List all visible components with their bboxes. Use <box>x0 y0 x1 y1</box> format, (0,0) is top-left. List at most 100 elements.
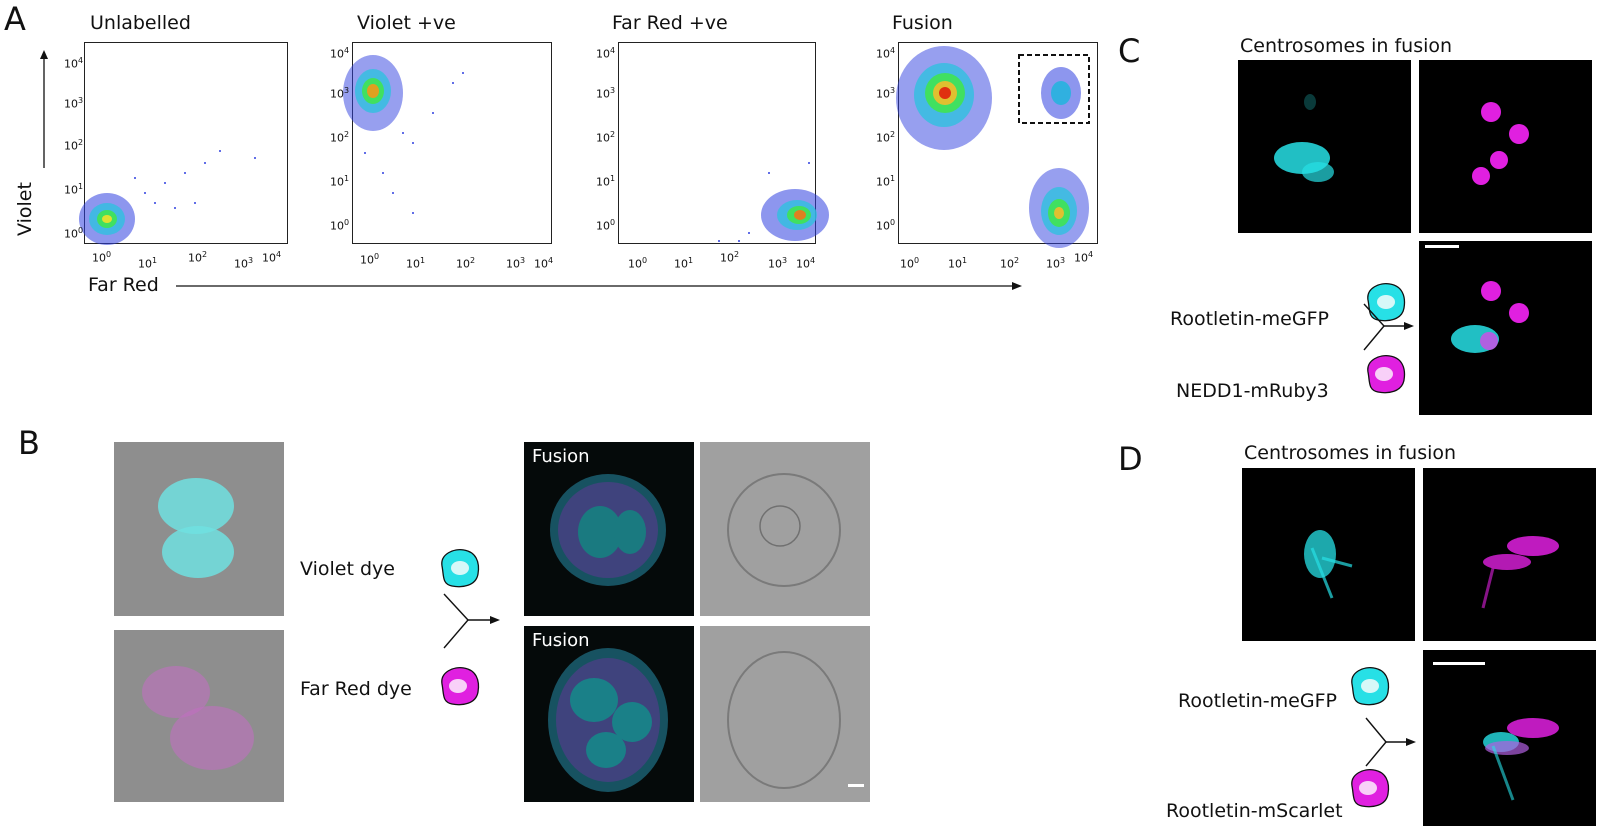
d-label-bottom: Rootletin-mScarlet <box>1166 800 1343 822</box>
panel-d-title: Centrosomes in fusion <box>1244 442 1457 464</box>
ytick-1: 101 <box>330 174 350 189</box>
flow-plot-violet <box>343 42 552 244</box>
xtick-3: 103 <box>1046 256 1066 271</box>
c-magenta-cell-icon <box>1367 354 1406 394</box>
ytick-4: 104 <box>876 46 896 61</box>
panel-label-a: A <box>4 0 26 38</box>
c-cyan-signal <box>1274 94 1334 182</box>
fusion-image-1: Fusion <box>524 442 694 616</box>
scatter-fusion <box>896 46 1090 248</box>
fusion-tag-2: Fusion <box>532 630 590 651</box>
ytick-2: 102 <box>596 130 616 145</box>
c-merge-image <box>1419 241 1592 415</box>
ytick-3: 103 <box>596 86 616 101</box>
violet-dye-label: Violet dye <box>300 558 395 580</box>
xtick-4: 104 <box>796 256 816 271</box>
xtick-1: 101 <box>406 256 426 271</box>
xtick-0: 100 <box>628 256 648 271</box>
fusion-bf-image-2 <box>700 626 870 802</box>
xtick-0: 100 <box>900 256 920 271</box>
violet-cells <box>158 478 234 578</box>
ytick-1: 101 <box>876 174 896 189</box>
plot-title-unlabelled: Unlabelled <box>90 12 191 34</box>
panel-label-d: D <box>1118 440 1143 478</box>
plot-title-farred: Far Red +ve <box>612 12 728 34</box>
bf-cell-2 <box>727 651 841 789</box>
xtick-0: 100 <box>360 252 380 267</box>
fusion-image-2: Fusion <box>524 626 694 802</box>
c-label-top: Rootletin-meGFP <box>1170 308 1329 330</box>
xtick-2: 102 <box>720 250 740 265</box>
violet-cell-image <box>114 442 284 616</box>
ytick-1: 101 <box>596 174 616 189</box>
xtick-3: 103 <box>234 256 254 271</box>
ytick-1: 101 <box>64 182 84 197</box>
ytick-0: 100 <box>330 218 350 233</box>
ytick-0: 100 <box>596 218 616 233</box>
ytick-2: 102 <box>330 130 350 145</box>
xtick-1: 101 <box>138 256 158 271</box>
d-merge-image <box>1423 650 1596 826</box>
xtick-2: 102 <box>1000 256 1020 271</box>
violet-axis-label: Violet <box>14 182 36 236</box>
ytick-3: 103 <box>876 86 896 101</box>
xtick-0: 100 <box>92 250 112 265</box>
scale-bar-b <box>848 784 864 787</box>
xtick-1: 101 <box>674 256 694 271</box>
ytick-3: 103 <box>330 86 350 101</box>
xtick-3: 103 <box>768 256 788 271</box>
ytick-2: 102 <box>876 130 896 145</box>
c-merge-signal <box>1451 281 1529 353</box>
panel-label-b: B <box>18 424 40 462</box>
c-merge-arrow <box>1363 303 1414 351</box>
fusion-tag-1: Fusion <box>532 446 590 467</box>
ytick-2: 102 <box>64 138 84 153</box>
d-merge-arrow <box>1365 717 1416 767</box>
c-cyan-image <box>1238 60 1411 233</box>
d-cyan-cell-icon <box>1351 666 1390 706</box>
xtick-4: 104 <box>1074 250 1094 265</box>
plot-title-fusion: Fusion <box>892 12 953 34</box>
flow-plot-farred <box>618 42 829 244</box>
scatter-violet <box>343 55 464 214</box>
ytick-0: 100 <box>64 226 84 241</box>
xtick-4: 104 <box>262 250 282 265</box>
ytick-4: 104 <box>330 46 350 61</box>
fusion-cell-2 <box>548 648 668 792</box>
d-magenta-signal <box>1481 536 1559 609</box>
cyan-cell-icon <box>441 548 480 588</box>
ytick-3: 103 <box>64 96 84 111</box>
flow-plot-fusion <box>896 42 1098 248</box>
d-label-top: Rootletin-meGFP <box>1178 690 1337 712</box>
d-cyan-signal <box>1304 530 1353 599</box>
gate-box <box>1018 54 1090 124</box>
farred-cell-image <box>114 630 284 802</box>
farred-axis-arrow <box>176 282 1022 290</box>
scatter-unlabelled <box>79 150 256 245</box>
c-magenta-image <box>1419 60 1592 233</box>
farred-cells <box>142 666 254 770</box>
farred-axis-label: Far Red <box>88 274 159 296</box>
scale-bar-d <box>1433 662 1485 665</box>
xtick-1: 101 <box>948 256 968 271</box>
xtick-2: 102 <box>456 256 476 271</box>
d-merge-signal <box>1483 718 1559 801</box>
magenta-cell-icon <box>441 666 480 706</box>
xtick-3: 103 <box>506 256 526 271</box>
panel-label-c: C <box>1118 32 1141 70</box>
scatter-farred <box>718 162 829 242</box>
panel-c-title: Centrosomes in fusion <box>1240 35 1453 57</box>
ytick-4: 104 <box>64 56 84 71</box>
fusion-bf-image-1 <box>700 442 870 616</box>
ytick-0: 100 <box>876 218 896 233</box>
merge-arrow-b <box>443 593 500 649</box>
d-magenta-cell-icon <box>1351 768 1390 808</box>
d-cyan-image <box>1242 468 1415 641</box>
scale-bar-c <box>1425 245 1459 248</box>
plot-title-violet: Violet +ve <box>357 12 456 34</box>
xtick-2: 102 <box>188 250 208 265</box>
c-label-bottom: NEDD1-mRuby3 <box>1176 380 1329 402</box>
violet-axis-arrow <box>40 50 48 168</box>
farred-dye-label: Far Red dye <box>300 678 412 700</box>
bf-cell-1 <box>727 473 841 587</box>
